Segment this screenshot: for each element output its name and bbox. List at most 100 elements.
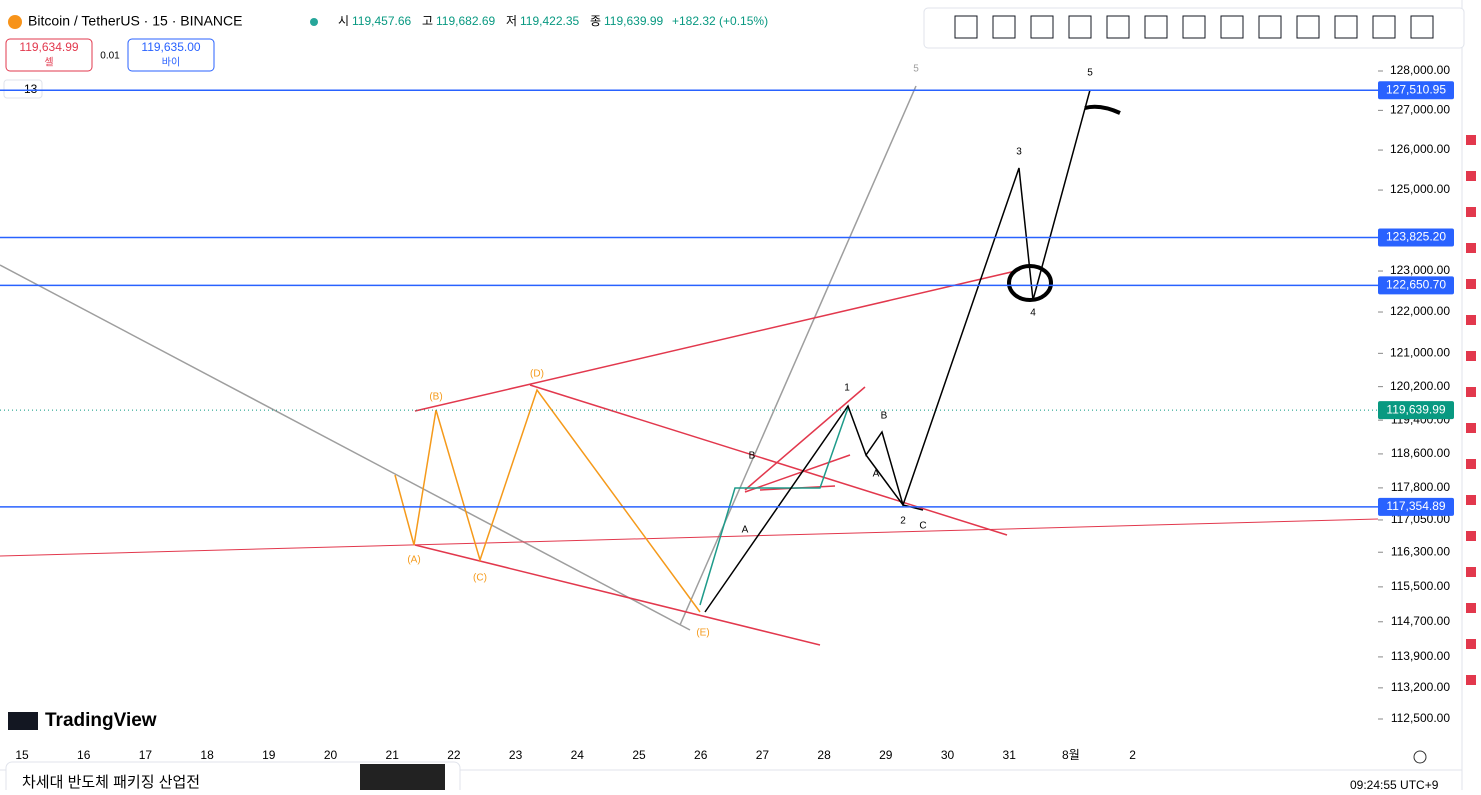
symbol[interactable]: Bitcoin / TetherUS · 15 · BINANCE	[28, 13, 242, 29]
ohlc-key: 고	[422, 14, 433, 28]
flag-icon	[1466, 171, 1476, 181]
level-label: 127,510.95	[1386, 82, 1446, 96]
tool-icon[interactable]	[1030, 15, 1054, 39]
change: +182.32 (+0.15%)	[672, 14, 768, 28]
sell-button[interactable]	[5, 38, 93, 72]
tool-icon[interactable]	[1296, 15, 1320, 39]
tool-icon[interactable]	[1372, 15, 1396, 39]
flag-icon	[1466, 351, 1476, 361]
tool-icon[interactable]	[1410, 15, 1434, 39]
price-tick-label: 117,800.00	[1391, 480, 1450, 494]
price-tick-label: 120,200.00	[1390, 379, 1450, 393]
level-label: 122,650.70	[1386, 277, 1446, 291]
flag-icon	[1466, 639, 1476, 649]
flag-icon	[1466, 603, 1476, 613]
flag-icon	[1466, 135, 1476, 145]
price-axis-bg	[1378, 0, 1462, 770]
tool-icon[interactable]	[992, 15, 1016, 39]
flag-icon	[1466, 279, 1476, 289]
flag-icon	[1466, 531, 1476, 541]
date-label: 23	[509, 748, 523, 762]
tool-icon[interactable]	[954, 15, 978, 39]
buy-button[interactable]	[127, 38, 215, 72]
date-label: 28	[817, 748, 831, 762]
ad-text: 차세대 반도체 패키징 산업전	[22, 774, 200, 790]
date-label: 29	[879, 748, 893, 762]
indicator-toggle[interactable]	[3, 79, 43, 99]
level-tag	[1378, 228, 1454, 247]
tool-icon[interactable]	[1144, 15, 1168, 39]
price-tick-label: 116,300.00	[1391, 544, 1450, 558]
date-label: 27	[756, 748, 770, 762]
price-tick-label: 113,900.00	[1391, 649, 1450, 663]
level-label: 117,354.89	[1386, 499, 1445, 513]
wave-label: 2	[900, 516, 906, 527]
price-tick-label: 122,000.00	[1390, 304, 1450, 318]
tool-icon[interactable]	[1068, 15, 1092, 39]
price-tick-label: 114,700.00	[1391, 614, 1450, 628]
wave-label: (E)	[696, 628, 709, 639]
tool-icon[interactable]	[1106, 15, 1130, 39]
price-tick-label: 125,000.00	[1390, 182, 1450, 196]
current-price-label: 119,639.99	[1386, 402, 1445, 416]
flag-icon	[1466, 423, 1476, 433]
flag-icon	[1466, 675, 1476, 685]
price-tick-label: 123,000.00	[1390, 263, 1450, 277]
date-label: 18	[200, 748, 214, 762]
tool-icon[interactable]	[1182, 15, 1206, 39]
level-tag	[1378, 276, 1454, 295]
price-tick-label: 113,200.00	[1391, 680, 1450, 694]
level-label: 123,825.20	[1386, 230, 1446, 244]
flag-icon	[1466, 459, 1476, 469]
flag-icon	[1466, 207, 1476, 217]
ohlc-value: 119,422.35	[520, 14, 579, 28]
ohlc-key: 종	[590, 14, 601, 28]
wave-label: 3	[1016, 147, 1022, 158]
date-label: 21	[386, 748, 400, 762]
date-label: 31	[1003, 748, 1017, 762]
settings-icon[interactable]	[1413, 750, 1427, 764]
price-tick-label: 115,500.00	[1391, 579, 1450, 593]
flag-icon	[1466, 387, 1476, 397]
wave-label: A	[873, 469, 880, 480]
price-tick-label: 118,600.00	[1391, 446, 1450, 460]
date-label: 26	[694, 748, 708, 762]
flag-icon	[1466, 495, 1476, 505]
ad-banner[interactable]	[5, 761, 461, 795]
flag-icon	[1466, 567, 1476, 577]
ohlc-key: 시	[338, 14, 349, 28]
price-tick-label: 127,000.00	[1390, 103, 1450, 117]
tool-icon[interactable]	[1258, 15, 1282, 39]
price-tick-label: 112,500.00	[1391, 711, 1450, 725]
wave-label: (A)	[407, 555, 420, 566]
date-label: 17	[139, 748, 153, 762]
wave-label: (C)	[473, 573, 487, 584]
price-tick-label: 128,000.00	[1390, 63, 1450, 77]
wave-label: 1	[844, 383, 850, 394]
flag-icon	[1466, 315, 1476, 325]
date-label: 2	[1129, 748, 1136, 762]
date-label: 8월	[1062, 748, 1080, 762]
wave-label: 5	[1087, 68, 1093, 79]
ohlc-value: 119,457.66	[352, 14, 411, 28]
sell-price: 119,634.99	[19, 40, 78, 54]
ohlc-value: 119,639.99	[604, 14, 663, 28]
status-dot	[310, 18, 318, 26]
wave-label: B	[881, 411, 888, 422]
clock: 09:24:55 UTC+9	[1350, 778, 1439, 790]
tool-icon[interactable]	[1220, 15, 1244, 39]
buy-price: 119,635.00	[141, 40, 200, 54]
drawings	[0, 85, 1379, 646]
wave-label: (D)	[530, 369, 544, 380]
drawing-toolbar	[923, 7, 1465, 49]
wave-label: B	[749, 451, 756, 462]
level-tag	[1378, 81, 1454, 100]
date-label: 30	[941, 748, 955, 762]
sell-label: 셀	[44, 57, 53, 69]
brand: TradingView	[45, 710, 157, 731]
tool-icon[interactable]	[1334, 15, 1358, 39]
wave-label: A	[742, 525, 749, 536]
date-label: 15	[15, 748, 29, 762]
date-label: 20	[324, 748, 338, 762]
